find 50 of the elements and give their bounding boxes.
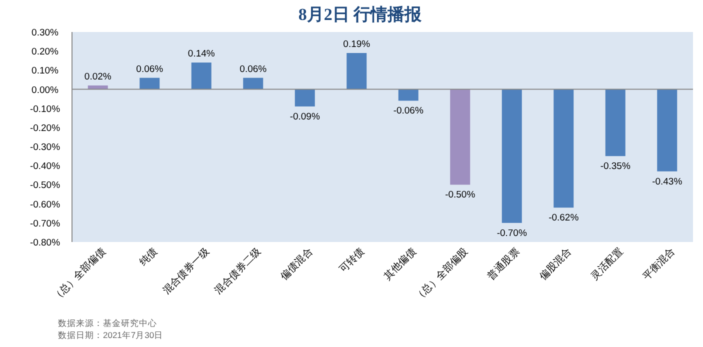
y-tick-label: -0.60% <box>30 199 61 210</box>
bar <box>554 89 574 208</box>
y-tick-label: 0.00% <box>32 84 60 96</box>
data-label: 0.14% <box>188 48 216 60</box>
x-tick-label: 平衡混合 <box>640 246 678 282</box>
y-tick-label: 0.10% <box>32 66 60 77</box>
chart-title: 8月2日 行情播报 <box>298 5 423 24</box>
bar <box>605 89 626 156</box>
bar <box>191 62 212 90</box>
data-label: 0.06% <box>240 64 268 75</box>
x-tick-label: 其他偏债 <box>382 246 418 282</box>
x-tick-label: 可转债 <box>337 246 367 276</box>
data-label: -0.43% <box>652 176 683 188</box>
data-label: -0.70% <box>496 228 528 239</box>
bar <box>657 89 678 172</box>
x-tick-label: 灵活配置 <box>588 246 626 282</box>
x-tick-label: 纯债 <box>137 246 160 268</box>
data-label: -0.50% <box>445 190 476 201</box>
y-tick-label: -0.40% <box>30 161 61 172</box>
bar <box>294 89 315 106</box>
y-tick-label: -0.50% <box>30 180 61 192</box>
bar <box>140 78 160 90</box>
text: 数据日期：2021年7月30日 <box>58 330 164 340</box>
x-tick-label: 混合债券二级 <box>212 246 264 297</box>
data-label: 0.19% <box>343 39 371 50</box>
bar <box>346 53 367 90</box>
source-note: 数据来源：基金研究中心 <box>58 318 157 328</box>
x-tick-label: 普通股票 <box>485 246 522 282</box>
y-tick-label: 0.20% <box>32 46 60 58</box>
x-tick-label: 偏股混合 <box>536 246 574 282</box>
y-tick-label: -0.20% <box>30 122 61 134</box>
data-label: 0.06% <box>136 64 164 75</box>
bar <box>398 89 418 101</box>
bar <box>88 85 108 90</box>
x-tick-label: 偏债混合 <box>278 246 315 282</box>
data-label: 0.02% <box>84 71 112 82</box>
bar <box>502 89 522 223</box>
y-tick-label: -0.80% <box>30 238 61 248</box>
data-label: -0.06% <box>393 106 424 117</box>
data-label: -0.62% <box>548 212 580 224</box>
y-tick-label: -0.10% <box>30 104 61 115</box>
bar <box>243 78 264 90</box>
x-tick-label: （总）全部偏债 <box>50 246 108 304</box>
data-label: -0.35% <box>600 161 631 172</box>
data-label: -0.09% <box>290 111 320 122</box>
y-tick-label: -0.30% <box>30 142 61 154</box>
x-tick-label: 混合债券一级 <box>160 246 212 297</box>
bar <box>450 89 470 185</box>
y-tick-label: -0.70% <box>30 218 61 230</box>
y-tick-label: 0.30% <box>32 28 60 38</box>
